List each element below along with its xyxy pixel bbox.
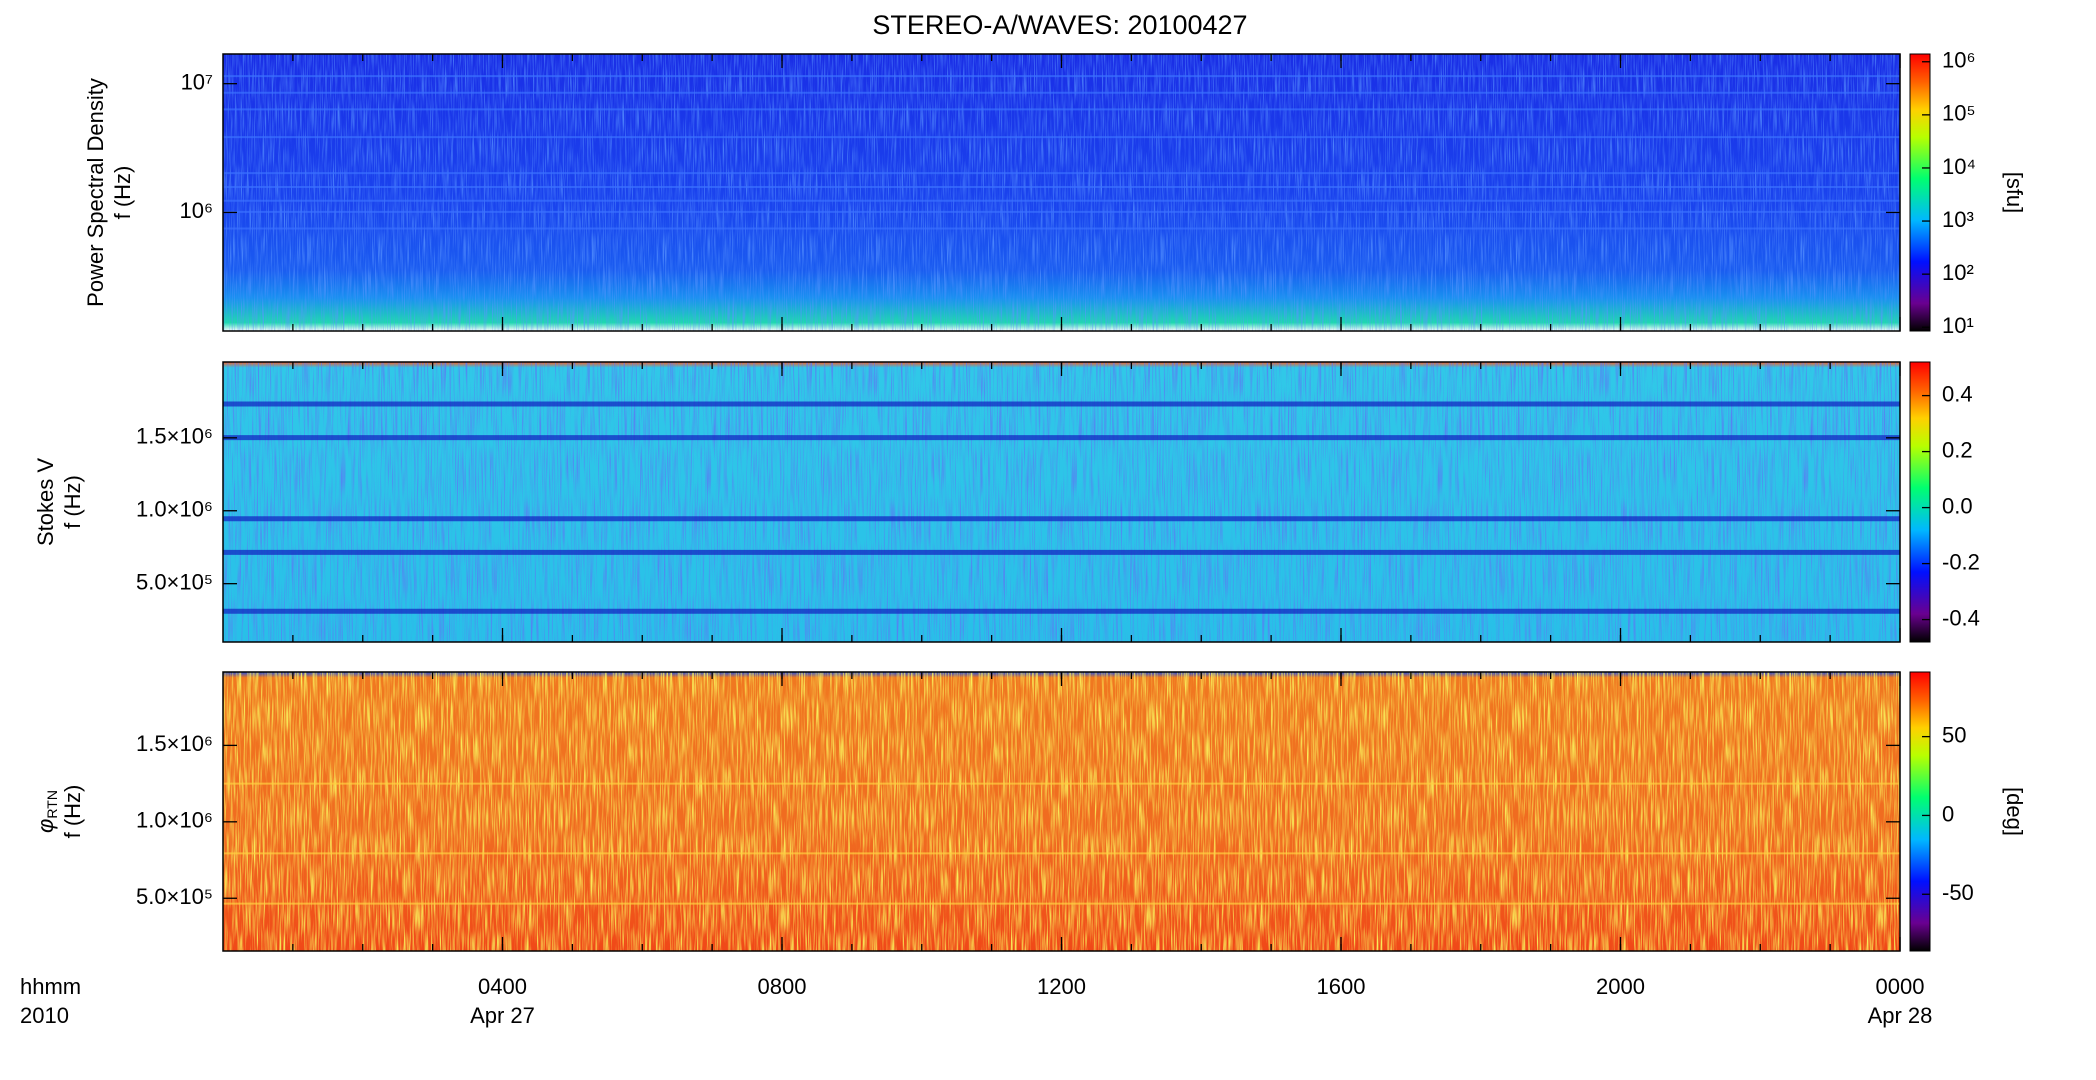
chart-title: STEREO-A/WAVES: 20100427 — [872, 10, 1247, 40]
colorbar — [1909, 671, 1931, 952]
colorbar-tick-label: 0.4 — [1942, 381, 1973, 406]
colorbar-tick-label: -0.4 — [1942, 605, 1980, 630]
y-axis-label-symbol: φ — [33, 819, 58, 833]
spectrogram-texture — [223, 672, 1900, 951]
y-tick-label: 1.5×10⁶ — [136, 424, 213, 449]
colorbar-tick-label: -50 — [1942, 880, 1974, 905]
y-tick-label: 1.0×10⁶ — [136, 497, 213, 522]
spectrogram-texture — [223, 54, 1900, 331]
y-tick-label: 1.0×10⁶ — [136, 808, 213, 833]
colorbar — [1909, 361, 1931, 643]
colorbar-label: [sfu] — [2002, 172, 2027, 214]
colorbar-tick-label: 50 — [1942, 722, 1966, 747]
colorbar-tick-label: 10⁶ — [1942, 48, 1976, 73]
y-tick-label: 10⁷ — [181, 69, 213, 94]
colorbar-label: [deg] — [2002, 787, 2027, 836]
y-tick-label: 10⁶ — [179, 198, 213, 223]
x-tick-label: 1600 — [1317, 974, 1366, 999]
spectrogram-texture — [223, 362, 1900, 642]
y-tick-label: 1.5×10⁶ — [136, 731, 213, 756]
x-axis-label: hhmm — [20, 974, 81, 999]
x-tick-label: 0000 — [1876, 974, 1925, 999]
colorbar-tick-label: 10³ — [1942, 207, 1974, 232]
colorbar-tick-label: 0 — [1942, 801, 1954, 826]
x-date-label: Apr 28 — [1868, 1003, 1933, 1028]
x-date-label: Apr 27 — [470, 1003, 535, 1028]
y-axis-unit: f (Hz) — [60, 785, 85, 839]
y-axis-label-sub: RTN — [44, 790, 60, 819]
x-axis-label: 2010 — [20, 1003, 69, 1028]
colorbar-tick-label: 10⁵ — [1942, 101, 1976, 126]
colorbar-tick-label: 0.2 — [1942, 437, 1973, 462]
colorbar-tick-label: 10² — [1942, 260, 1974, 285]
y-axis-unit: f (Hz) — [110, 166, 135, 220]
y-tick-label: 5.0×10⁵ — [136, 884, 213, 909]
y-tick-label: 5.0×10⁵ — [136, 569, 213, 594]
x-tick-label: 0800 — [758, 974, 807, 999]
colorbar-tick-label: -0.2 — [1942, 549, 1980, 574]
y-axis-label: Stokes V — [33, 458, 58, 546]
y-axis-label: Power Spectral Density — [83, 78, 108, 307]
y-axis-label: φRTN — [33, 790, 60, 833]
x-tick-label: 0400 — [478, 974, 527, 999]
colorbar-tick-label: 10⁴ — [1942, 154, 1976, 179]
x-tick-label: 1200 — [1037, 974, 1086, 999]
colorbar — [1909, 53, 1931, 332]
x-tick-label: 2000 — [1596, 974, 1645, 999]
colorbar-tick-label: 0.0 — [1942, 493, 1973, 518]
colorbar-tick-label: 10¹ — [1942, 313, 1974, 338]
y-axis-unit: f (Hz) — [60, 475, 85, 529]
